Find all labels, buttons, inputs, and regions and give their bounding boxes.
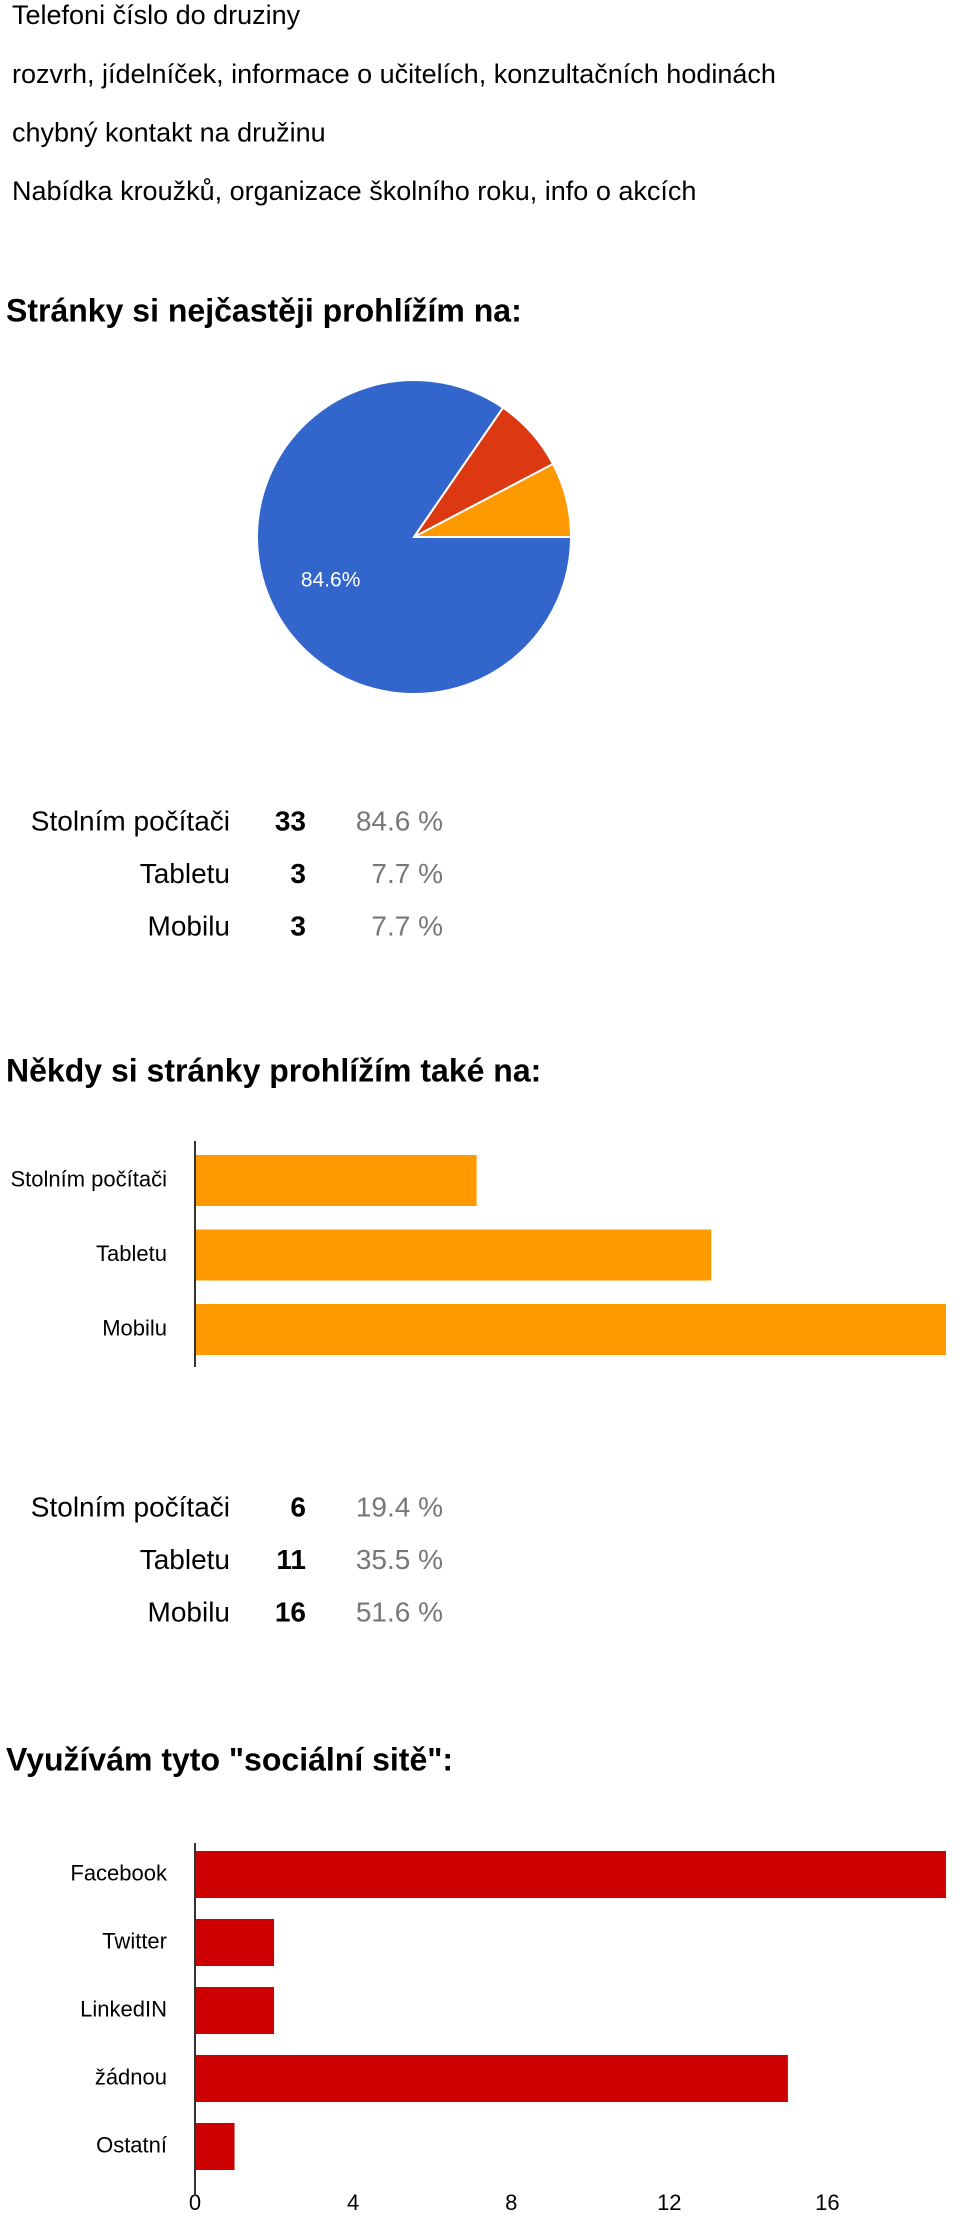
response-text: rozvrh, jídelníček, informace o učitelíc… <box>12 59 776 89</box>
table-percent: 7.7 % <box>371 910 443 941</box>
response-text: chybný kontakt na družinu <box>12 118 326 148</box>
pie-slice <box>413 462 573 538</box>
table-count: 3 <box>290 858 306 889</box>
table-label: Stolním počítači <box>31 1491 230 1522</box>
table-count: 16 <box>275 1596 306 1627</box>
x-tick-label: 16 <box>815 2190 839 2215</box>
category-label: Ostatní <box>96 2132 167 2157</box>
chart-title: Stránky si nejčastěji prohlížím na: <box>6 292 522 328</box>
bar <box>195 1229 712 1281</box>
table-label: Mobilu <box>148 910 230 941</box>
chart-title: Někdy si stránky prohlížím také na: <box>6 1052 541 1088</box>
x-tick-label: 0 <box>189 2190 201 2215</box>
x-tick-label: 4 <box>347 2190 359 2215</box>
table-count: 3 <box>290 910 306 941</box>
response-text: Nabídka kroužků, organizace školního rok… <box>12 176 696 206</box>
response-text: Telefoni číslo do druziny <box>12 0 301 30</box>
table-percent: 35.5 % <box>356 1544 443 1575</box>
x-tick-label: 12 <box>657 2190 681 2215</box>
chart-title: Využívám tyto "sociální sitě": <box>6 1741 453 1777</box>
bar <box>195 2123 235 2170</box>
category-label: Twitter <box>102 1928 167 1953</box>
bar <box>195 1851 946 1898</box>
table-label: Stolním počítači <box>31 805 230 836</box>
category-label: žádnou <box>95 2064 167 2089</box>
slice-label: 84.6% <box>301 568 361 591</box>
bar <box>195 1155 477 1206</box>
table-label: Mobilu <box>148 1596 230 1627</box>
table-count: 33 <box>275 805 306 836</box>
x-tick-label: 8 <box>505 2190 517 2215</box>
category-label: Facebook <box>70 1860 168 1885</box>
table-label: Tabletu <box>140 1544 230 1575</box>
bar <box>195 2055 788 2102</box>
table-label: Tabletu <box>140 858 230 889</box>
category-label: Mobilu <box>102 1315 167 1340</box>
bar <box>195 1919 275 1966</box>
category-label: LinkedIN <box>80 1996 167 2021</box>
bar <box>195 1304 946 1355</box>
table-percent: 84.6 % <box>356 805 443 836</box>
category-label: Stolním počítači <box>10 1166 167 1191</box>
table-percent: 19.4 % <box>356 1491 443 1522</box>
bar <box>195 1987 275 2034</box>
category-label: Tabletu <box>96 1241 167 1266</box>
table-count: 11 <box>276 1544 306 1575</box>
table-percent: 51.6 % <box>356 1596 443 1627</box>
table-count: 6 <box>290 1491 306 1522</box>
table-percent: 7.7 % <box>371 858 443 889</box>
